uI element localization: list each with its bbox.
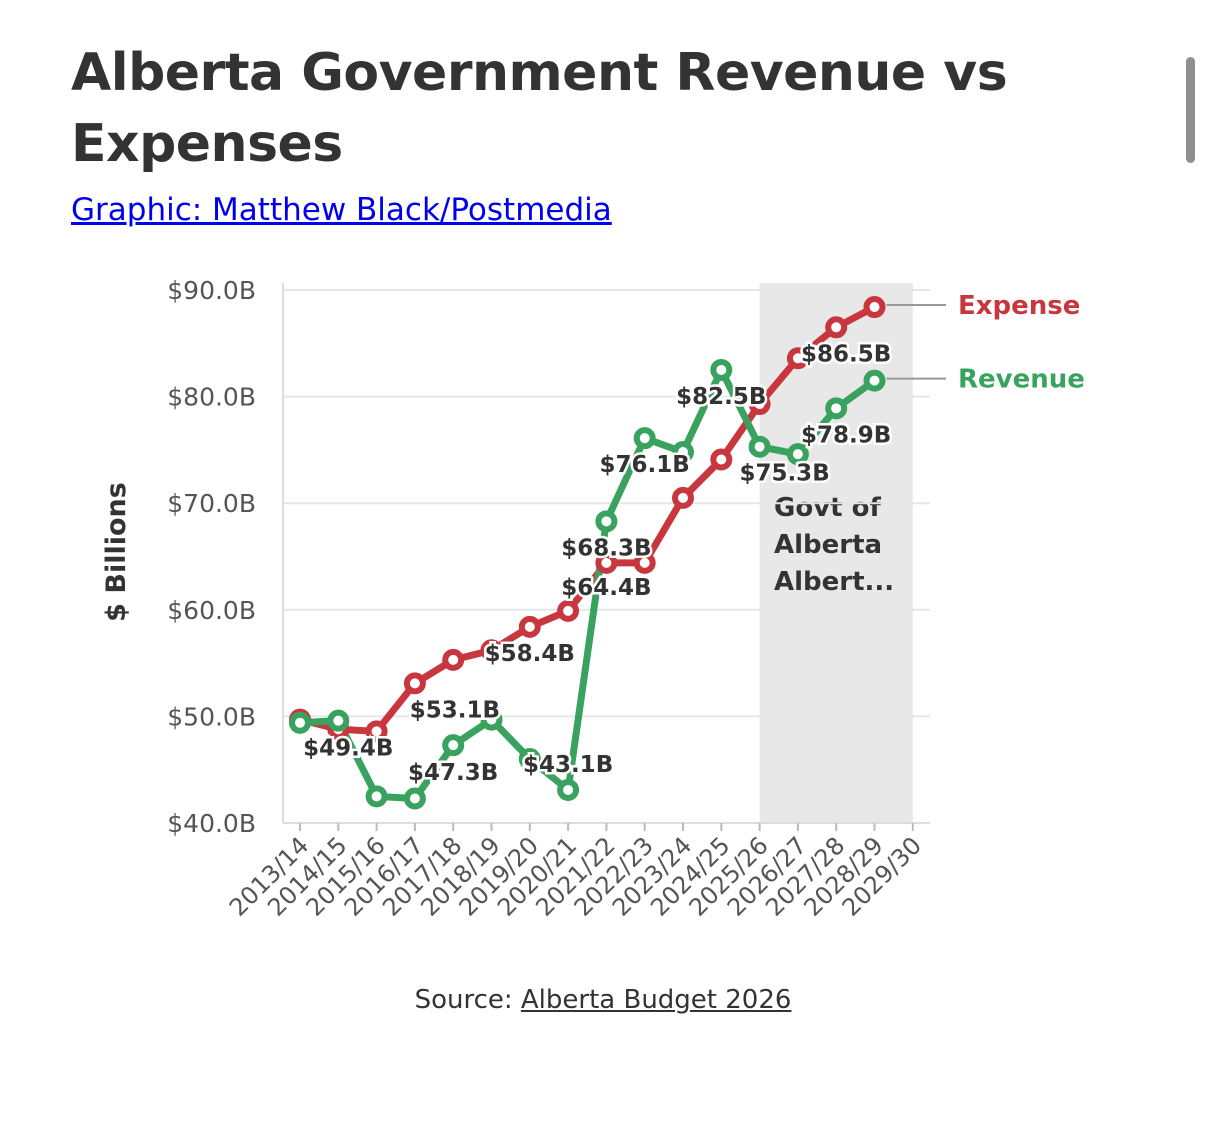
forecast-annotation-line: Govt of [774,493,881,523]
legend-label-expense: Expense [958,291,1080,321]
data-point-expense [672,486,694,509]
data-point-expense [518,615,541,638]
data-label-layer: $53.1B $58.4B $64.4B $86.5B $49.4B $47.3B $43.… [301,339,894,789]
data-label: $53.1B [410,697,500,723]
y-tick-label: $80.0B [167,383,256,412]
source-line: Source: Alberta Budget 2026 [0,985,1206,1015]
data-point-revenue [825,397,848,420]
data-point-expense [442,648,465,671]
data-label: $78.9B [801,422,891,448]
data-point-revenue [480,708,503,731]
y-tick-label: $40.0B [167,809,256,838]
y-axis-title: $ Billions [101,482,132,622]
y-tick-label: $60.0B [167,596,256,625]
data-point-revenue [289,711,311,734]
data-point-expense [825,316,848,339]
data-point-expense [480,639,503,662]
data-point-revenue [863,369,886,392]
data-point-expense [786,347,809,370]
y-tick-label: $70.0B [167,489,256,518]
legend-layer: Expense Revenue [886,291,1085,395]
data-point-revenue [710,358,733,381]
data-label: $82.5B [676,384,766,410]
credit-link[interactable]: Graphic: Matthew Black/Postmedia [71,192,612,228]
source-prefix: Source: [414,985,513,1015]
chart-title: Alberta Government Revenue vs Expenses [71,43,1008,174]
data-point-expense [710,448,733,471]
y-tick-label: $90.0B [167,276,256,305]
data-point-revenue [327,709,350,732]
data-point-revenue [442,734,465,757]
y-tick-label: $50.0B [167,702,256,731]
data-label: $64.4B [561,575,651,601]
data-point-expense [748,393,771,416]
scrollbar-thumb[interactable] [1186,57,1195,163]
series-line-revenue [296,366,878,802]
data-label: $43.1B [523,752,613,778]
data-point-expense [595,551,618,574]
data-point-revenue [633,427,656,450]
data-point-revenue [518,748,541,771]
data-point-expense [863,296,886,319]
data-label: $47.3B [408,760,498,786]
data-point-expense [403,672,426,695]
data-point-revenue [365,785,388,808]
data-point-revenue [672,441,694,464]
data-label: $49.4B [303,736,393,762]
data-label: $75.3B [739,461,829,487]
legend-label-revenue: Revenue [958,365,1085,395]
data-label: $86.5B [801,341,891,367]
series-line-expense [296,303,878,735]
source-link[interactable]: Alberta Budget 2026 [520,985,792,1015]
line-chart: Govt of Alberta Albert... $40.0B $50.0B $60.… [101,276,1085,922]
data-point-expense [633,551,656,574]
forecast-annotation-line: Albert... [774,567,894,597]
data-label: $58.4B [485,641,575,667]
point-layer [289,296,886,810]
data-point-revenue [403,787,426,810]
forecast-annotation-line: Alberta [774,530,882,560]
data-label: $68.3B [561,535,651,561]
data-point-revenue [748,435,771,458]
data-label: $76.1B [600,452,690,478]
data-point-expense [365,720,388,743]
data-point-revenue [595,510,618,533]
data-point-revenue [786,443,809,466]
data-point-revenue [557,778,580,801]
data-point-expense [557,599,580,622]
axes-layer [282,283,930,831]
series-line-layer [296,303,878,802]
